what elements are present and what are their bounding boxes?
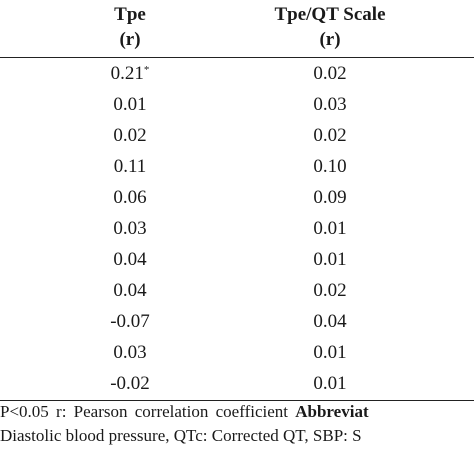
table-row: 0.02 0.02 [0,120,474,151]
column-header-scale-label: Tpe/QT Scale [274,4,386,25]
tpe-cell: 0.06 [113,187,147,208]
tpe-cell: -0.02 [110,373,150,394]
column-header-tpe-qt-scale: Tpe/QT Scale (r) [235,2,425,52]
significance-mark: * [143,64,150,76]
table-row: -0.07 0.04 [0,306,474,337]
tpe-cell: 0.02 [113,125,147,146]
column-header-scale-unit: (r) [319,29,341,50]
scale-cell: 0.01 [313,373,347,394]
scale-cell: 0.02 [313,125,347,146]
table-row: 0.04 0.01 [0,244,474,275]
footnote-abbreviations: Diastolic blood pressure, QTc: Corrected… [0,426,362,445]
table-body: 0.21* 0.02 0.01 0.03 0.02 0.02 0.11 0.10… [0,58,474,399]
scale-cell: 0.10 [313,156,347,177]
tpe-value: 0.21 [110,63,144,84]
scale-cell: 0.01 [313,218,347,239]
column-header-tpe-label: Tpe [114,4,146,25]
table-row: 0.04 0.02 [0,275,474,306]
tpe-cell: 0.21* [60,58,200,89]
scale-cell: 0.02 [313,280,347,301]
table-row: 0.03 0.01 [0,213,474,244]
table-row: 0.01 0.03 [0,89,474,120]
tpe-cell: -0.07 [110,311,150,332]
bottom-rule [0,400,474,401]
tpe-cell: 0.01 [113,94,147,115]
tpe-cell: 0.11 [113,156,147,177]
table-header: Tpe (r) Tpe/QT Scale (r) [0,0,474,60]
table-row: -0.02 0.01 [0,368,474,399]
scale-cell: 0.01 [313,249,347,270]
scale-cell: 0.09 [313,187,347,208]
scale-cell: 0.03 [313,94,347,115]
scale-cell: 0.01 [313,342,347,363]
scale-cell: 0.04 [313,311,347,332]
table-row: 0.11 0.10 [0,151,474,182]
header-rule [0,57,474,58]
tpe-cell: 0.04 [113,280,147,301]
abbreviations-heading: Abbreviat [295,402,369,421]
scale-cell: 0.02 [313,63,347,84]
footnote-significance: P<0.05 r: Pearson correlation coefficien… [0,401,474,423]
table-row: 0.21* 0.02 [0,58,474,89]
footnote-text: P<0.05 r: Pearson correlation coefficien… [0,402,296,421]
tpe-cell: 0.03 [113,342,147,363]
table-row: 0.03 0.01 [0,337,474,368]
column-header-tpe: Tpe (r) [60,2,200,52]
column-header-tpe-unit: (r) [119,29,141,50]
tpe-cell: 0.03 [113,218,147,239]
table-row: 0.06 0.09 [0,182,474,213]
tpe-cell: 0.04 [113,249,147,270]
